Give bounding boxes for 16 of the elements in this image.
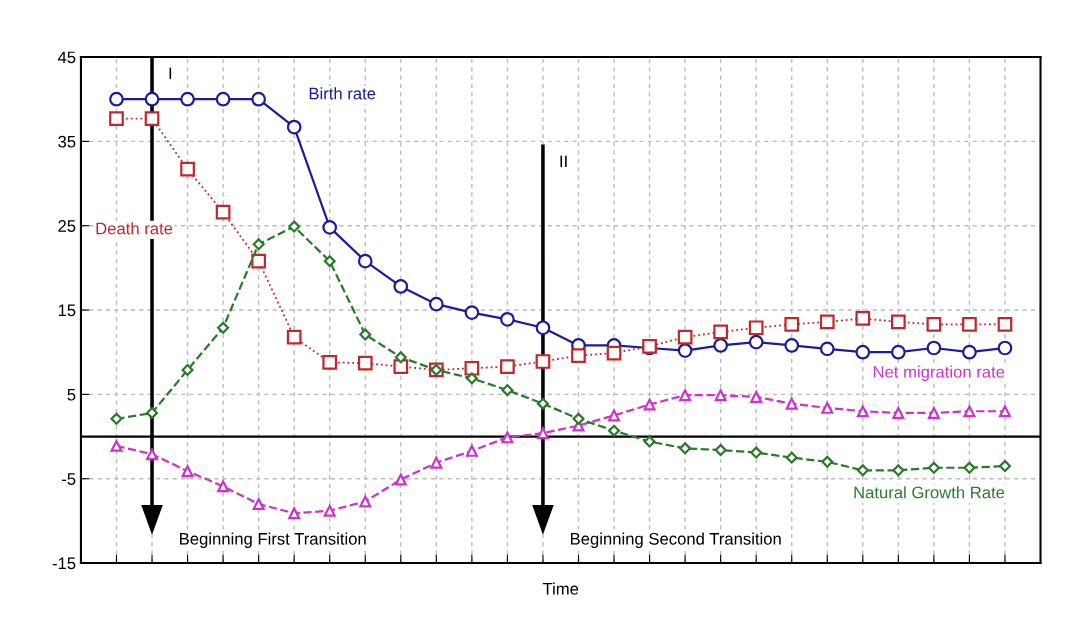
series-label: Birth rate: [309, 87, 376, 100]
y-tick-label: 5: [67, 388, 76, 401]
series-label: Net migration rate: [873, 365, 1005, 382]
y-tick-label: 35: [58, 135, 76, 148]
annotation: I: [169, 67, 172, 80]
x-axis-title: Time: [542, 582, 579, 595]
y-tick-label: -5: [62, 473, 76, 485]
annotation: II: [560, 155, 567, 168]
annotation: Beginning Second Transition: [570, 532, 781, 549]
annotation: Beginning First Transition: [180, 532, 366, 549]
text: Death rate: [96, 222, 173, 235]
series-label: Natural Growth Rate: [854, 486, 1005, 499]
y-tick-label: 45: [57, 51, 76, 64]
y-tick-label: -15: [52, 557, 76, 570]
y-tick-label: 25: [58, 220, 76, 232]
y-tick-label: 15: [58, 304, 76, 317]
